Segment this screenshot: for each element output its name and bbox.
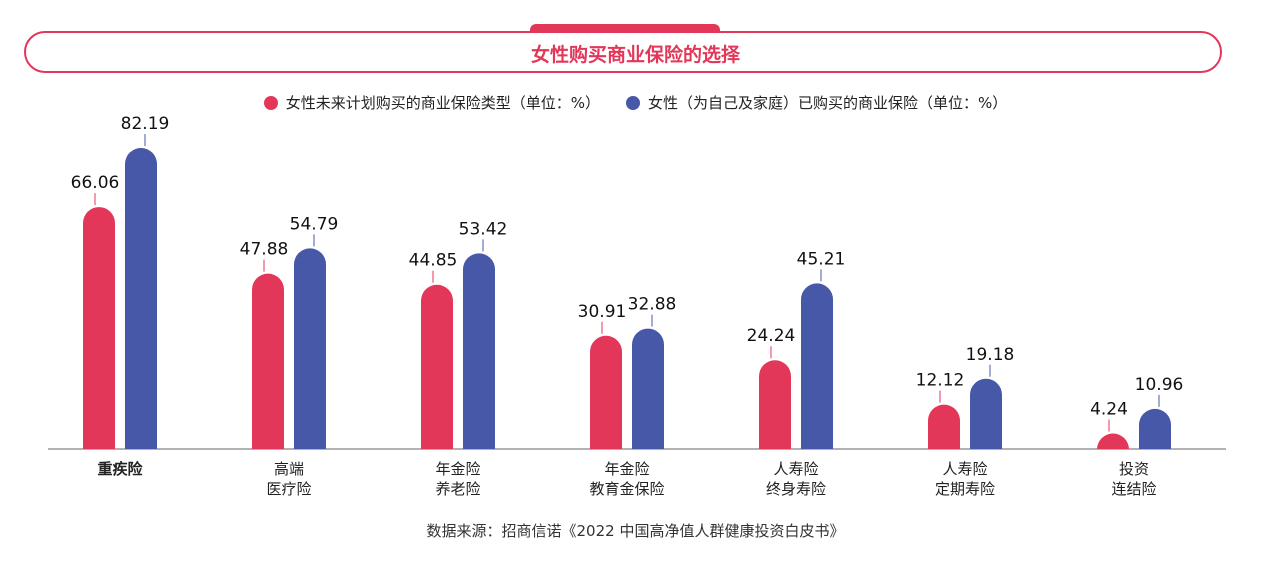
value-label-purchased-0: 82.19	[121, 114, 170, 134]
value-label-planned-1: 47.88	[240, 240, 289, 260]
source-note: 数据来源：招商信诺《2022 中国高净值人群健康投资白皮书》	[426, 522, 845, 540]
value-label-purchased-1: 54.79	[290, 214, 339, 234]
bar-planned-4	[759, 360, 791, 449]
value-label-planned-3: 30.91	[578, 302, 627, 322]
category-label-5-0: 人寿险	[942, 460, 987, 478]
category-label-3-0: 年金险	[604, 460, 649, 478]
title-frame	[24, 31, 1222, 73]
legend-swatch-purchased	[626, 95, 640, 110]
category-label-1-0: 高端	[274, 460, 304, 478]
value-label-purchased-3: 32.88	[628, 295, 677, 315]
bar-purchased-3	[632, 328, 664, 449]
legend-item-planned: 女性未来计划购买的商业保险类型（单位：%）	[263, 92, 600, 113]
legend-label-planned: 女性未来计划购买的商业保险类型（单位：%）	[285, 94, 600, 112]
bar-purchased-5	[970, 378, 1002, 449]
bar-planned-1	[252, 273, 284, 449]
value-label-planned-4: 24.24	[747, 326, 796, 346]
category-label-6-0: 投资	[1119, 460, 1149, 478]
category-label-4-0: 人寿险	[773, 460, 818, 478]
bar-planned-6	[1097, 433, 1129, 450]
value-label-purchased-6: 10.96	[1135, 375, 1184, 395]
legend-swatch-planned	[263, 95, 278, 110]
chart-title: 女性购买商业保险的选择	[530, 44, 740, 66]
bar-purchased-0	[125, 148, 157, 449]
bar-purchased-1	[294, 248, 326, 449]
value-label-planned-6: 4.24	[1090, 399, 1128, 419]
bar-planned-0	[83, 207, 115, 449]
bar-planned-5	[928, 404, 960, 449]
value-label-planned-0: 66.06	[71, 173, 120, 193]
category-label-2-0: 年金险	[435, 460, 480, 478]
category-label-1-1: 医疗险	[266, 480, 311, 498]
legend-item-purchased: 女性（为自己及家庭）已购买的商业保险（单位：%）	[626, 92, 1007, 113]
bar-purchased-6	[1139, 408, 1171, 449]
value-label-purchased-4: 45.21	[797, 249, 846, 269]
category-label-0-0: 重疾险	[97, 460, 143, 478]
category-label-6-1: 连结险	[1111, 480, 1156, 498]
legend: 女性未来计划购买的商业保险类型（单位：%） 女性（为自己及家庭）已购买的商业保险…	[0, 92, 1271, 113]
category-label-2-1: 养老险	[435, 480, 480, 498]
bar-purchased-4	[801, 283, 833, 449]
category-label-4-1: 终身寿险	[766, 480, 826, 498]
title-tab-decoration	[530, 24, 720, 32]
category-label-3-1: 教育金保险	[589, 480, 664, 498]
legend-label-purchased: 女性（为自己及家庭）已购买的商业保险（单位：%）	[648, 94, 1008, 112]
value-label-planned-2: 44.85	[409, 251, 458, 271]
bar-planned-3	[590, 335, 622, 449]
value-label-purchased-5: 19.18	[966, 345, 1015, 365]
category-label-5-1: 定期寿险	[935, 480, 995, 498]
bar-purchased-2	[463, 253, 495, 449]
value-label-planned-5: 12.12	[916, 371, 965, 391]
value-label-purchased-2: 53.42	[459, 219, 508, 239]
bar-planned-2	[421, 284, 453, 449]
